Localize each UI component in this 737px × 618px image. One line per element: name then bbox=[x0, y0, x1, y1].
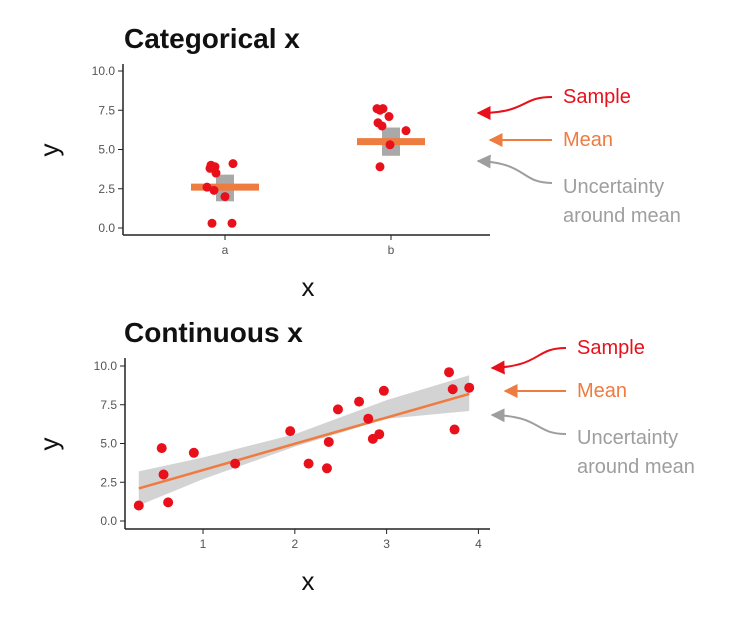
regression-line bbox=[138, 392, 470, 490]
chart2-y-ticks: 0.0 2.5 5.0 7.5 10.0 bbox=[94, 359, 125, 528]
sample-point bbox=[384, 112, 394, 122]
chart2-sample-label: Sample bbox=[577, 337, 645, 359]
chart1-uncertainty-arrow bbox=[476, 154, 553, 184]
y-tick-label: 2.5 bbox=[98, 182, 115, 196]
sample-point bbox=[211, 168, 221, 178]
sample-point bbox=[227, 218, 237, 228]
sample-point bbox=[158, 469, 169, 480]
sample-point bbox=[372, 104, 382, 114]
chart1-points bbox=[202, 104, 411, 228]
sample-point bbox=[207, 218, 217, 228]
sample-point bbox=[202, 182, 212, 192]
sample-point bbox=[285, 426, 296, 437]
sample-point bbox=[385, 140, 395, 150]
sample-point bbox=[228, 159, 238, 169]
y-tick-label: 10.0 bbox=[94, 359, 118, 373]
y-tick-label: 0.0 bbox=[100, 514, 117, 528]
chart1-mean-label: Mean bbox=[563, 129, 613, 151]
sample-point bbox=[323, 436, 334, 447]
chart1-uncertainty-label-1: Uncertainty bbox=[563, 176, 664, 198]
y-tick-label: 10.0 bbox=[92, 64, 116, 78]
x-tick-label: a bbox=[222, 243, 229, 257]
chart1-sample-label: Sample bbox=[563, 86, 631, 108]
continuous-panel: Continuous x 0.0 2.5 5.0 7.5 10.0 1 2 3 4 y x bbox=[34, 317, 490, 596]
chart1-title: Categorical x bbox=[124, 23, 300, 54]
sample-point bbox=[303, 458, 314, 469]
chart2-points bbox=[133, 367, 475, 511]
sample-point bbox=[375, 162, 385, 172]
sample-point bbox=[188, 447, 199, 458]
chart2-uncertainty-arrow bbox=[490, 408, 567, 435]
chart1-uncertainty-label-2: around mean bbox=[563, 205, 681, 227]
sample-point bbox=[230, 458, 241, 469]
chart1-x-axis-label: x bbox=[302, 272, 315, 302]
sample-point bbox=[378, 385, 389, 396]
chart2-x-axis-label: x bbox=[302, 566, 315, 596]
sample-point bbox=[220, 192, 230, 202]
sample-point bbox=[321, 463, 332, 474]
chart2-sample-arrow bbox=[490, 347, 567, 375]
chart2-title: Continuous x bbox=[124, 317, 303, 348]
chart2-y-axis-label: y bbox=[34, 438, 64, 451]
chart2-annotations: Sample Mean Uncertainty around mean bbox=[490, 337, 695, 478]
x-tick-label: 4 bbox=[475, 537, 482, 551]
y-tick-label: 5.0 bbox=[100, 437, 117, 451]
x-tick-label: 1 bbox=[200, 537, 207, 551]
y-tick-label: 7.5 bbox=[98, 103, 115, 117]
y-tick-label: 5.0 bbox=[98, 143, 115, 157]
sample-point bbox=[464, 382, 475, 393]
chart2-x-ticks: 1 2 3 4 bbox=[200, 529, 482, 551]
x-tick-label: b bbox=[388, 243, 395, 257]
chart2-mean-label: Mean bbox=[577, 380, 627, 402]
sample-point bbox=[354, 396, 365, 407]
sample-point bbox=[449, 424, 460, 435]
sample-point bbox=[209, 185, 219, 195]
sample-point bbox=[363, 413, 374, 424]
sample-point bbox=[444, 367, 455, 378]
sample-point bbox=[447, 384, 458, 395]
sample-point bbox=[374, 429, 385, 440]
chart1-sample-arrow bbox=[476, 96, 553, 120]
x-tick-label: 2 bbox=[291, 537, 298, 551]
sample-point bbox=[133, 500, 144, 511]
sample-point bbox=[401, 126, 411, 136]
x-tick-label: 3 bbox=[383, 537, 390, 551]
chart2-uncertainty-label-1: Uncertainty bbox=[577, 427, 678, 449]
chart2-fit-layer bbox=[138, 392, 470, 490]
chart1-y-ticks: 0.0 2.5 5.0 7.5 10.0 bbox=[92, 64, 123, 235]
sample-point bbox=[156, 443, 167, 454]
y-tick-label: 0.0 bbox=[98, 221, 115, 235]
y-tick-label: 7.5 bbox=[100, 398, 117, 412]
sample-point bbox=[163, 497, 174, 508]
chart2-uncertainty-label-2: around mean bbox=[577, 456, 695, 478]
chart1-annotations: Sample Mean Uncertainty around mean bbox=[476, 86, 681, 227]
y-tick-label: 2.5 bbox=[100, 475, 117, 489]
sample-point bbox=[332, 404, 343, 415]
sample-point bbox=[377, 121, 387, 131]
chart1-y-axis-label: y bbox=[34, 144, 64, 157]
